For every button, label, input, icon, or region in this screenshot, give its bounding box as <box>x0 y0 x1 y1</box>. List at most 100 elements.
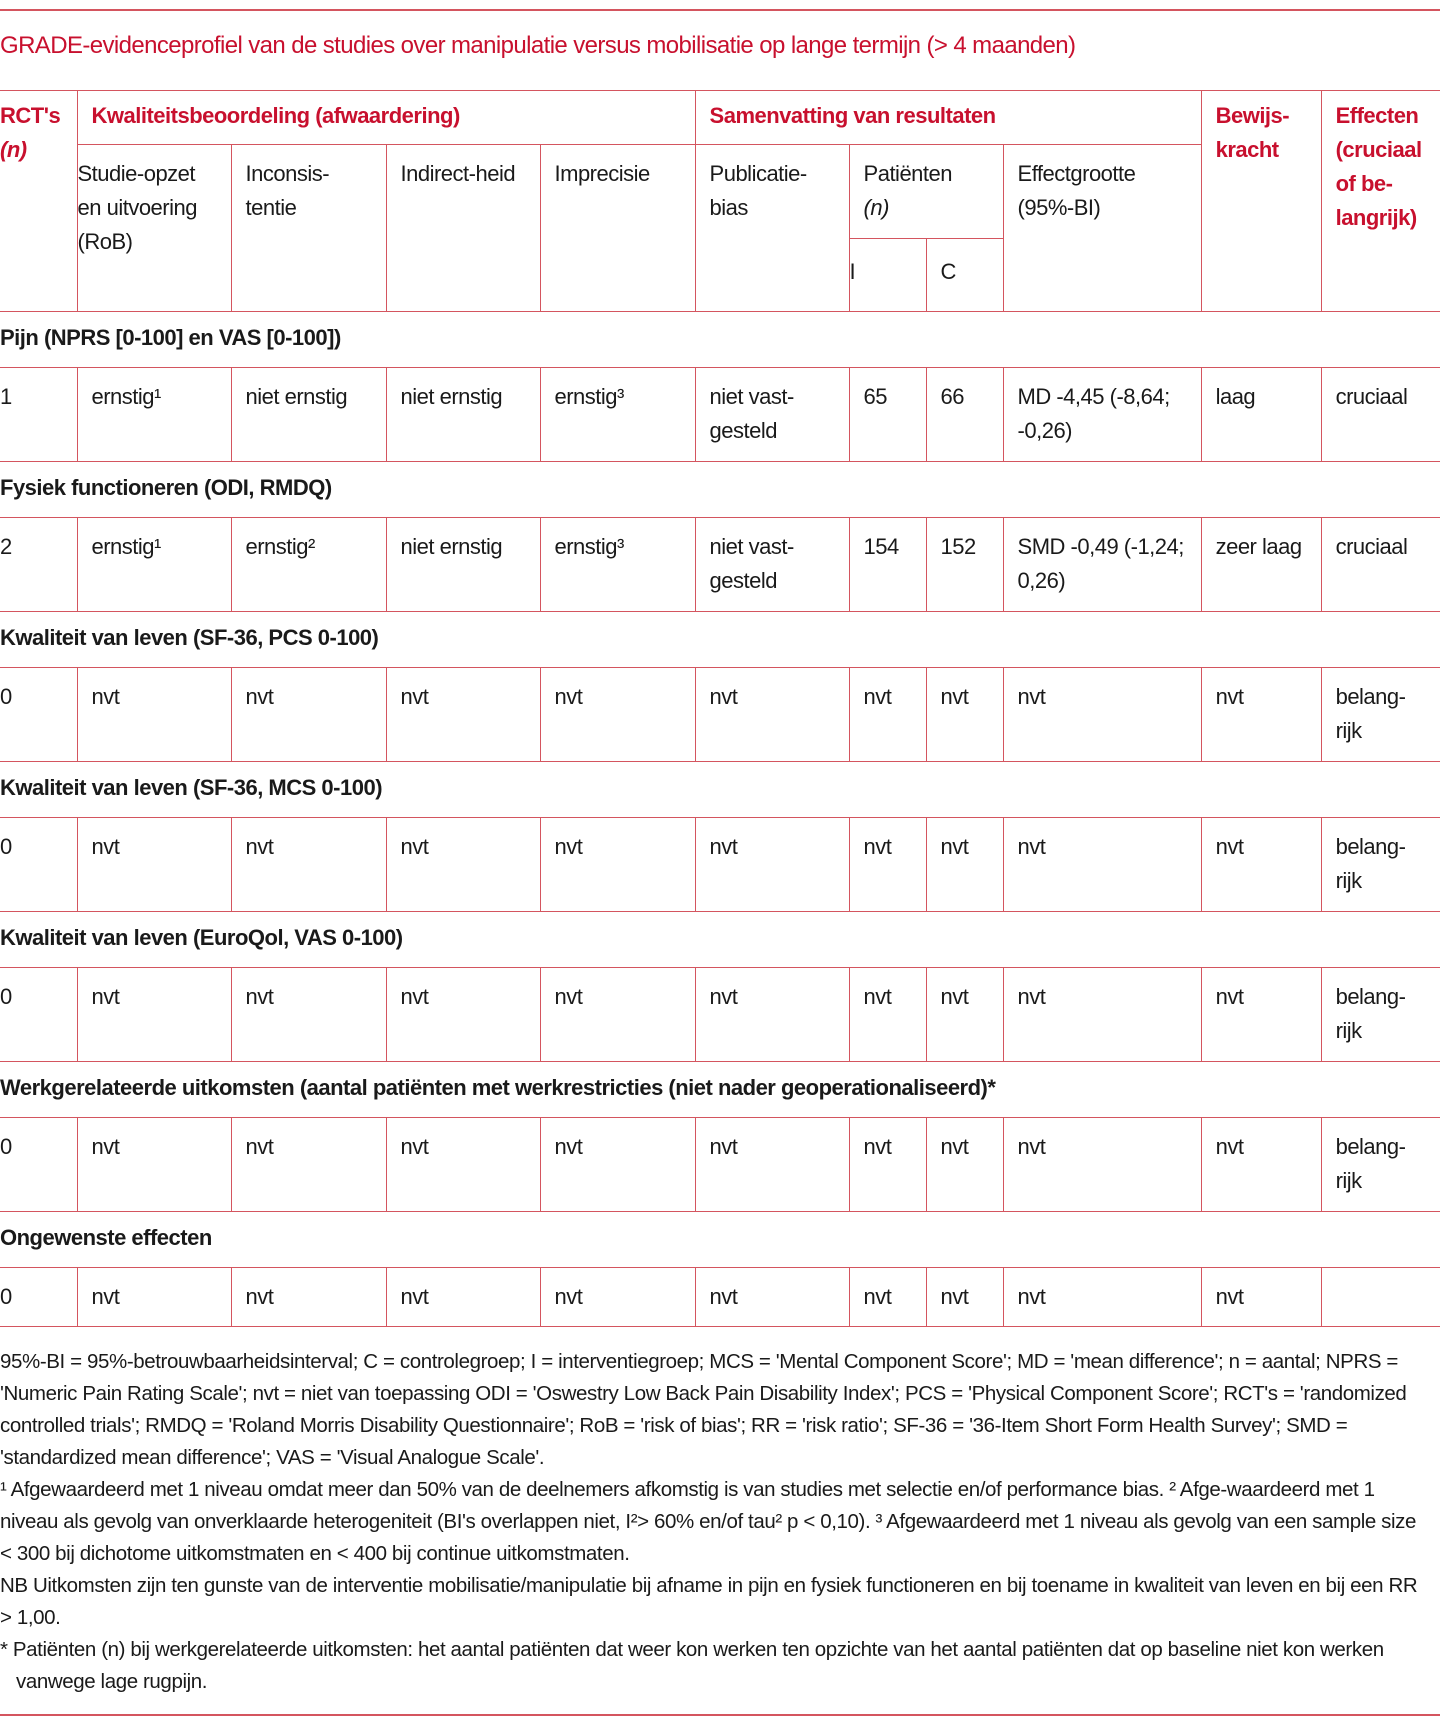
table-row: 0 nvt nvt nvt nvt nvt nvt nvt nvt nvt belang-rijk <box>0 667 1440 762</box>
cell-evidence: nvt <box>1200 1267 1322 1327</box>
cell-effect-size: SMD -0,49 (-1,24; 0,26) <box>1002 517 1202 612</box>
cell-inconsistency: nvt <box>230 667 387 762</box>
header-study-design: Studie-opzet en uitvoering (RoB) <box>77 144 232 312</box>
cell-evidence: nvt <box>1200 967 1322 1062</box>
cell-patients-c: nvt <box>925 1117 1004 1212</box>
cell-indirectness: nvt <box>385 1117 541 1212</box>
section-label: Ongewenste effecten <box>0 1211 1440 1268</box>
cell-patients-c: nvt <box>925 1267 1004 1327</box>
cell-imprecision: nvt <box>539 967 696 1062</box>
header-intervention: I <box>849 238 927 312</box>
cell-patients-i: nvt <box>848 1117 927 1212</box>
cell-evidence: laag <box>1200 367 1322 462</box>
table-row: 1 ernstig¹ niet ernstig niet ernstig ernsti… <box>0 367 1440 462</box>
table-row: 0 nvt nvt nvt nvt nvt nvt nvt nvt nvt belang-rijk <box>0 1117 1440 1212</box>
cell-imprecision: ernstig³ <box>539 367 696 462</box>
cell-study-design: nvt <box>76 1117 232 1212</box>
cell-effects: cruciaal <box>1320 517 1440 612</box>
cell-imprecision: nvt <box>539 1267 696 1327</box>
cell-indirectness: nvt <box>385 967 541 1062</box>
cell-study-design: ernstig¹ <box>76 517 232 612</box>
cell-study-design: nvt <box>76 1267 232 1327</box>
cell-evidence: zeer laag <box>1200 517 1322 612</box>
cell-imprecision: ernstig³ <box>539 517 696 612</box>
grade-evidence-table: RCT's (n) Kwaliteitsbeoordeling (afwaarde… <box>0 90 1440 1327</box>
section-row: Pijn (NPRS [0-100] en VAS [0-100]) <box>0 311 1440 368</box>
section-label: Pijn (NPRS [0-100] en VAS [0-100]) <box>0 311 1440 368</box>
cell-rcts: 0 <box>0 967 78 1062</box>
cell-publication-bias: nvt <box>694 817 850 912</box>
cell-effect-size: nvt <box>1002 967 1202 1062</box>
cell-indirectness: nvt <box>385 817 541 912</box>
cell-effect-size: nvt <box>1002 667 1202 762</box>
cell-rcts: 0 <box>0 1267 78 1327</box>
cell-study-design: nvt <box>76 967 232 1062</box>
section-label: Fysiek functioneren (ODI, RMDQ) <box>0 461 1440 518</box>
cell-publication-bias: niet vast-gesteld <box>694 517 850 612</box>
footnote-downgrades: ¹ Afgewaardeerd met 1 niveau omdat meer … <box>0 1478 1417 1565</box>
cell-rcts: 0 <box>0 1117 78 1212</box>
cell-rcts: 0 <box>0 817 78 912</box>
table-row: 0 nvt nvt nvt nvt nvt nvt nvt nvt nvt belang-rijk <box>0 967 1440 1062</box>
cell-evidence: nvt <box>1200 667 1322 762</box>
section-label: Kwaliteit van leven (SF-36, MCS 0-100) <box>0 761 1440 818</box>
cell-effects <box>1320 1267 1440 1327</box>
section-row: Werkgerelateerde uitkomsten (aantal pati… <box>0 1061 1440 1118</box>
cell-inconsistency: nvt <box>230 817 387 912</box>
cell-publication-bias: nvt <box>694 1267 850 1327</box>
bottom-rule <box>0 1714 1440 1716</box>
cell-patients-i: nvt <box>848 817 927 912</box>
cell-study-design: nvt <box>76 817 232 912</box>
cell-indirectness: niet ernstig <box>385 517 541 612</box>
header-rcts: RCT's (n) <box>0 90 78 312</box>
cell-effects: belang-rijk <box>1320 967 1440 1062</box>
cell-patients-c: nvt <box>925 967 1004 1062</box>
header-evidence: Bewijs-kracht <box>1200 90 1322 312</box>
cell-imprecision: nvt <box>539 817 696 912</box>
cell-study-design: ernstig¹ <box>76 367 232 462</box>
header-quality: Kwaliteitsbeoordeling (afwaardering) <box>76 90 696 145</box>
top-rule <box>0 9 1440 11</box>
cell-publication-bias: nvt <box>694 667 850 762</box>
cell-evidence: nvt <box>1200 817 1322 912</box>
section-label: Kwaliteit van leven (SF-36, PCS 0-100) <box>0 611 1440 668</box>
header-publication-bias: Publicatie-bias <box>694 144 850 312</box>
cell-inconsistency: nvt <box>230 1267 387 1327</box>
table-row: 0 nvt nvt nvt nvt nvt nvt nvt nvt nvt belang-rijk <box>0 817 1440 912</box>
cell-publication-bias: niet vast-gesteld <box>694 367 850 462</box>
cell-rcts: 1 <box>0 367 78 462</box>
section-row: Kwaliteit van leven (SF-36, MCS 0-100) <box>0 761 1440 818</box>
cell-imprecision: nvt <box>539 667 696 762</box>
cell-patients-i: 154 <box>848 517 927 612</box>
table-row: 2 ernstig¹ ernstig² niet ernstig ernstig³ nie… <box>0 517 1440 612</box>
header-control: C <box>925 238 1004 312</box>
header-effect-size: Effectgrootte (95%-BI) <box>1002 144 1202 312</box>
cell-patients-c: nvt <box>925 817 1004 912</box>
section-row: Ongewenste effecten <box>0 1211 1440 1268</box>
table-row: 0 nvt nvt nvt nvt nvt nvt nvt nvt nvt <box>0 1267 1440 1327</box>
cell-effect-size: nvt <box>1002 1117 1202 1212</box>
cell-effect-size: nvt <box>1002 817 1202 912</box>
cell-indirectness: nvt <box>385 1267 541 1327</box>
cell-inconsistency: nvt <box>230 967 387 1062</box>
cell-patients-c: 66 <box>925 367 1004 462</box>
cell-study-design: nvt <box>76 667 232 762</box>
cell-rcts: 2 <box>0 517 78 612</box>
section-label: Werkgerelateerde uitkomsten (aantal pati… <box>0 1061 1440 1118</box>
section-row: Kwaliteit van leven (EuroQol, VAS 0-100) <box>0 911 1440 968</box>
cell-patients-i: nvt <box>848 667 927 762</box>
cell-publication-bias: nvt <box>694 1117 850 1212</box>
cell-effect-size: MD -4,45 (-8,64; -0,26) <box>1002 367 1202 462</box>
footnote-nb: NB Uitkomsten zijn ten gunste van de int… <box>0 1574 1418 1629</box>
cell-effects: belang-rijk <box>1320 817 1440 912</box>
cell-rcts: 0 <box>0 667 78 762</box>
footnotes: 95%-BI = 95%-betrouwbaarheidsinterval; C… <box>0 1346 1430 1698</box>
cell-patients-c: nvt <box>925 667 1004 762</box>
cell-effects: belang-rijk <box>1320 667 1440 762</box>
cell-patients-i: nvt <box>848 1267 927 1327</box>
cell-indirectness: niet ernstig <box>385 367 541 462</box>
footnote-abbreviations: 95%-BI = 95%-betrouwbaarheidsinterval; C… <box>0 1350 1407 1469</box>
cell-effects: belang-rijk <box>1320 1117 1440 1212</box>
header-inconsistency: Inconsis-tentie <box>230 144 387 312</box>
footnote-asterisk: * Patiënten (n) bij werkgerelateerde uit… <box>0 1638 1384 1693</box>
